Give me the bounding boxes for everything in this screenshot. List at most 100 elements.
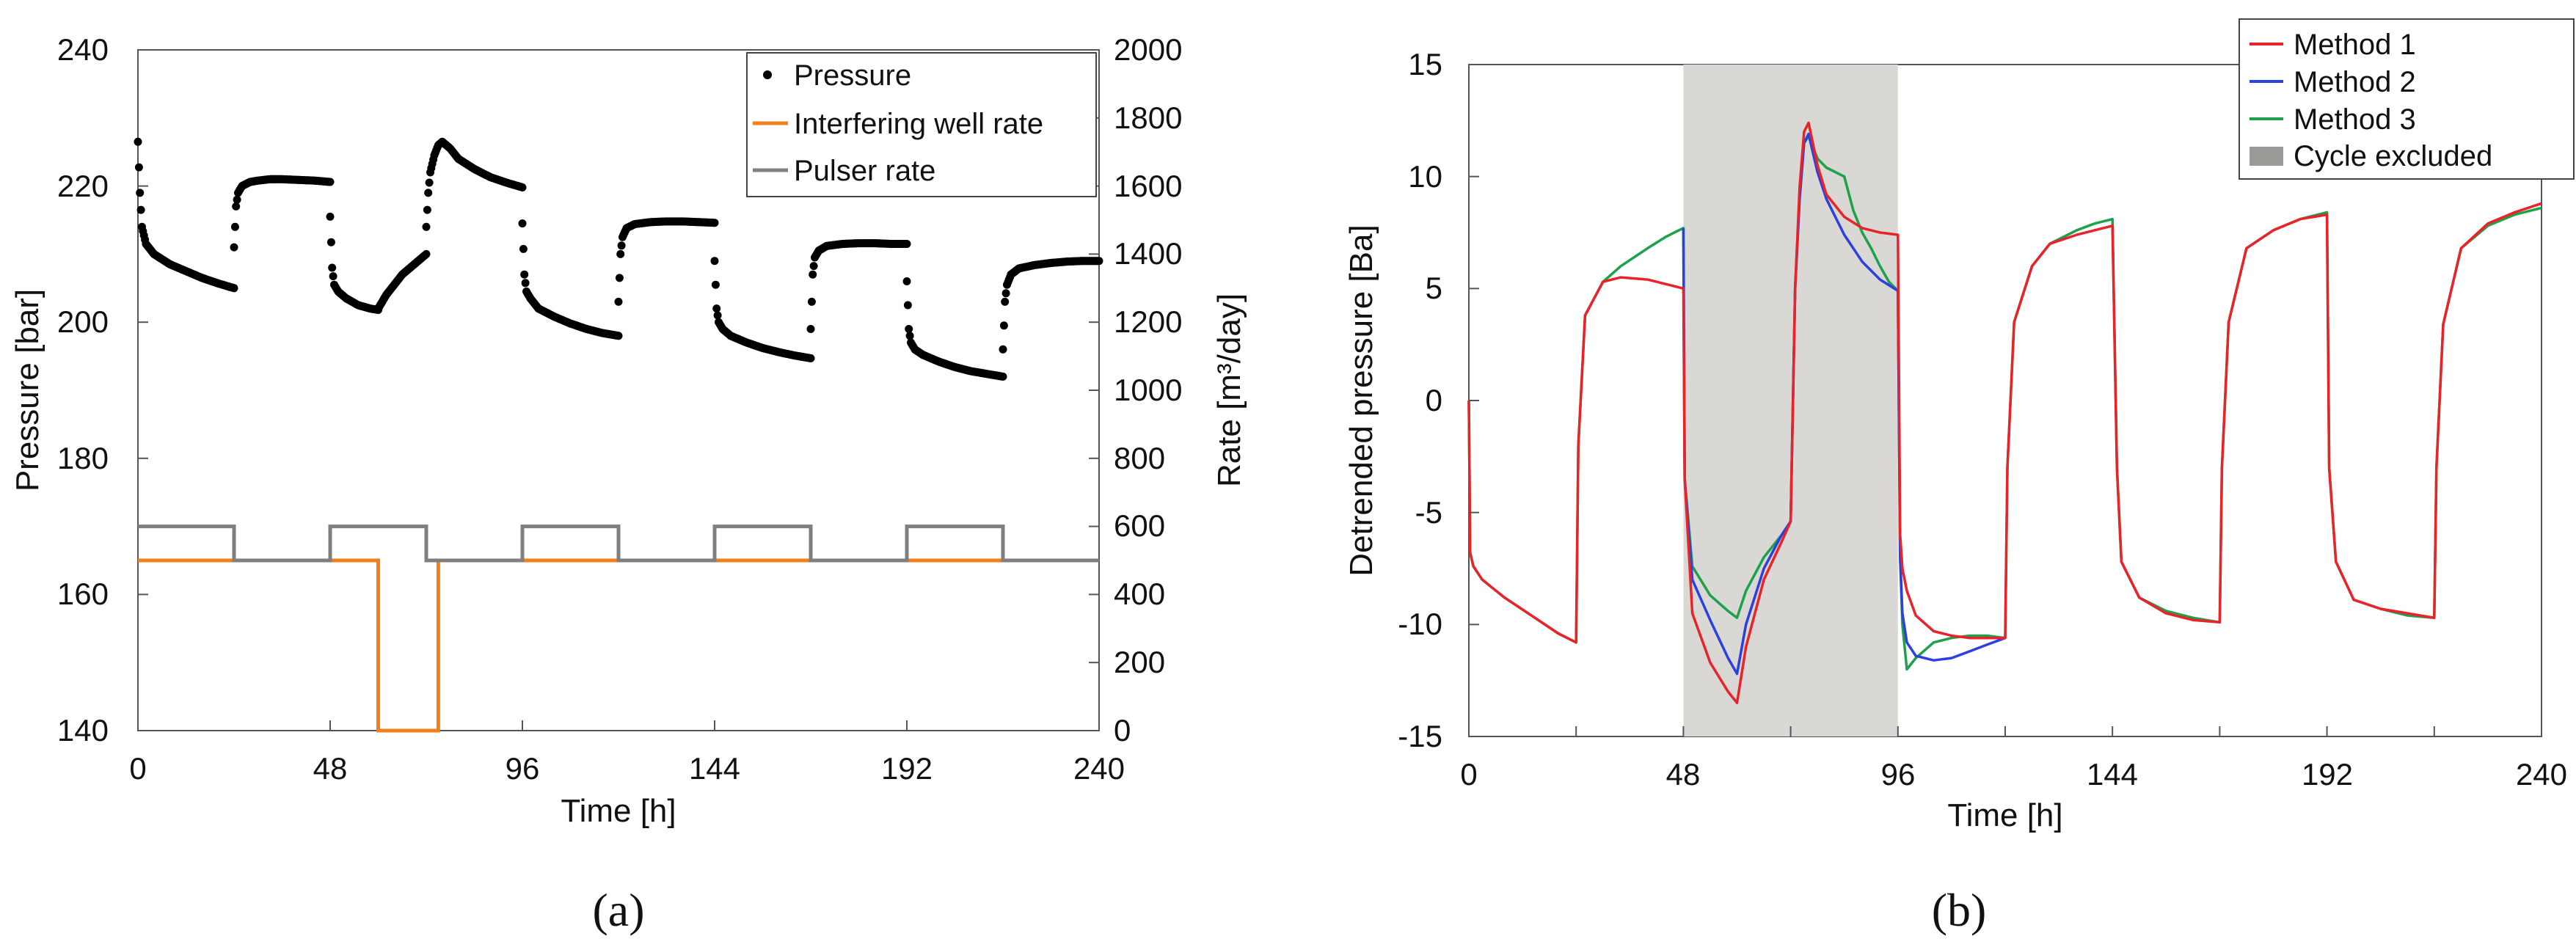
- panel-a-pressure-point: [616, 249, 625, 258]
- panel-a-x-tick-label: 48: [313, 751, 348, 786]
- panel-b-y-tick-label: -15: [1398, 719, 1442, 753]
- panel-b-y-tick-label: -5: [1415, 495, 1442, 530]
- panel-b-legend-marker-cycle-excluded: [2250, 147, 2283, 166]
- panel-b-legend-box: [2239, 18, 2575, 180]
- panel-a-pressure-point: [617, 241, 626, 250]
- panel-b-series-method-1: [1467, 121, 2542, 704]
- panel-b-x-tick-label: 48: [1666, 757, 1701, 791]
- panel-a-y2-tick-label: 2000: [1114, 32, 1182, 67]
- panel-a-y2-tick-label: 1400: [1114, 236, 1182, 271]
- panel-a-pressure-point: [710, 257, 719, 266]
- panel-a-pressure-point: [806, 354, 815, 362]
- panel-a-pressure-point: [614, 332, 623, 340]
- panel-a-pressure-point: [713, 311, 722, 320]
- panel-a-pressure-point: [519, 244, 528, 253]
- panel-b-x-tick-label: 0: [1460, 757, 1477, 791]
- panel-a-x-tick-label: 240: [1073, 751, 1125, 786]
- panel-a-pressure-point: [1001, 289, 1010, 298]
- panel-a-x-tick-label: 0: [129, 751, 146, 786]
- panel-a-pressure-point: [809, 262, 818, 271]
- panel-a-x-tick-label: 144: [689, 751, 740, 786]
- panel-a-pressure-point: [423, 205, 431, 214]
- panel-b-x-tick-label: 240: [2516, 757, 2567, 791]
- panel-a-x-tick-label: 96: [506, 751, 540, 786]
- panel-a-legend-label: Pressure: [794, 59, 911, 92]
- panel-a-y2-tick-label: 200: [1114, 645, 1165, 679]
- panel-a-legend-label: Pulser rate: [794, 155, 935, 187]
- panel-b-cycle-excluded-region: [1683, 65, 1898, 736]
- panel-a-legend-marker-pressure: [763, 70, 772, 79]
- panel-a-series-pressure: [134, 137, 1103, 381]
- panel-a-pressure-point: [614, 297, 623, 306]
- panel-a-y2-tick-label: 600: [1114, 508, 1165, 543]
- panel-a-pressure-point: [232, 202, 241, 211]
- panel-a-y-tick-label: 160: [57, 577, 109, 611]
- panel-a-pressure-point: [902, 240, 911, 248]
- panel-b-y-axis-title: Detrended pressure [Ba]: [1343, 224, 1379, 576]
- panel-b-x-axis-title: Time [h]: [1947, 797, 2062, 833]
- panel-a-y-tick-label: 200: [57, 304, 109, 339]
- panel-a-pressure-point: [809, 270, 817, 279]
- panel-a-pressure-point: [425, 178, 434, 187]
- panel-a-pressure-point: [136, 205, 145, 214]
- panel-b-legend-label: Method 2: [2294, 66, 2416, 98]
- panel-a-pressure-point: [518, 219, 527, 228]
- panel-a-pressure-point: [806, 325, 815, 333]
- panel-a-y-tick-label: 140: [57, 713, 109, 747]
- panel-a-legend-label: Interfering well rate: [794, 108, 1043, 140]
- panel-a-y2-tick-label: 800: [1114, 441, 1165, 475]
- panel-a-pressure-point: [328, 263, 337, 272]
- panel-a-y-tick-label: 220: [57, 169, 109, 203]
- panel-a-y2-tick-label: 1200: [1114, 304, 1182, 339]
- panel-a-y-tick-label: 180: [57, 441, 109, 475]
- panel-b-x-tick-label: 192: [2302, 757, 2353, 791]
- panel-a-pressure-point: [807, 297, 816, 306]
- panel-b-y-tick-label: 15: [1408, 47, 1442, 81]
- panel-a-pressure-point: [134, 137, 142, 146]
- panel-b-legend-label: Method 3: [2294, 103, 2416, 136]
- panel-a-series-pulser-rate: [138, 524, 1099, 563]
- panel-b-x-tick-label: 144: [2087, 757, 2138, 791]
- panel-a-pressure-point: [1095, 257, 1103, 266]
- panel-b-legend: Method 1 Method 2 Method 3 Cycle exclude…: [2239, 18, 2575, 180]
- panel-a-legend-box: [746, 52, 1097, 197]
- panel-b-y-tick-label: -10: [1398, 607, 1442, 641]
- panel-b-x-tick-label: 96: [1881, 757, 1916, 791]
- panel-a-pressure-point: [230, 222, 239, 231]
- panel-a-legend: Pressure Interfering well rate Pulser ra…: [746, 52, 1097, 197]
- panel-a-y-tick-label: 240: [57, 32, 109, 67]
- panel-a-label: (a): [592, 884, 644, 936]
- panel-a-pressure-point: [999, 372, 1007, 381]
- panel-a-pressure-point: [999, 321, 1008, 330]
- panel-b-legend-label: Cycle excluded: [2294, 140, 2492, 172]
- panel-b-chart: -15 -10 -5 0 5 10 15 0 48 96 144 192 240…: [1343, 18, 2575, 936]
- panel-a-pressure-point: [136, 189, 145, 197]
- panel-b-label: (b): [1932, 884, 1987, 936]
- panel-a-pressure-point: [711, 280, 720, 289]
- panel-a-pressure-point: [326, 178, 335, 186]
- panel-a-pressure-point: [233, 195, 241, 204]
- panel-a-series-interfering-well-rate: [138, 558, 1099, 733]
- panel-a-pressure-point: [520, 270, 529, 279]
- panel-a-pressure-point: [615, 274, 624, 282]
- panel-a-pressure-point: [134, 163, 143, 172]
- panel-a-y2-tick-label: 0: [1114, 713, 1131, 747]
- panel-b-series-method-2: [1682, 132, 2006, 676]
- panel-a-pressure-point: [422, 249, 431, 258]
- panel-a-y2-tick-label: 1800: [1114, 100, 1182, 135]
- panel-a-pressure-point: [230, 243, 238, 252]
- panel-a-x-axis-title: Time [h]: [561, 793, 676, 829]
- panel-a-y-axis-title: Pressure [bar]: [10, 289, 45, 491]
- panel-a-pressure-point: [903, 301, 912, 310]
- panel-a-y2-tick-label: 1600: [1114, 169, 1182, 203]
- panel-a-chart: 140 160 180 200 220 240 0 200 400 600 80…: [10, 32, 1247, 936]
- panel-a-pressure-point: [902, 277, 911, 285]
- panel-a-pressure-point: [424, 189, 433, 197]
- panel-a-pressure-point: [521, 279, 530, 288]
- panel-a-x-tick-label: 192: [881, 751, 933, 786]
- panel-a-y2-tick-label: 1000: [1114, 373, 1182, 407]
- panel-a-pressure-point: [1001, 297, 1010, 306]
- panel-a-pressure-point: [326, 238, 335, 246]
- panel-a-pressure-point: [712, 304, 721, 313]
